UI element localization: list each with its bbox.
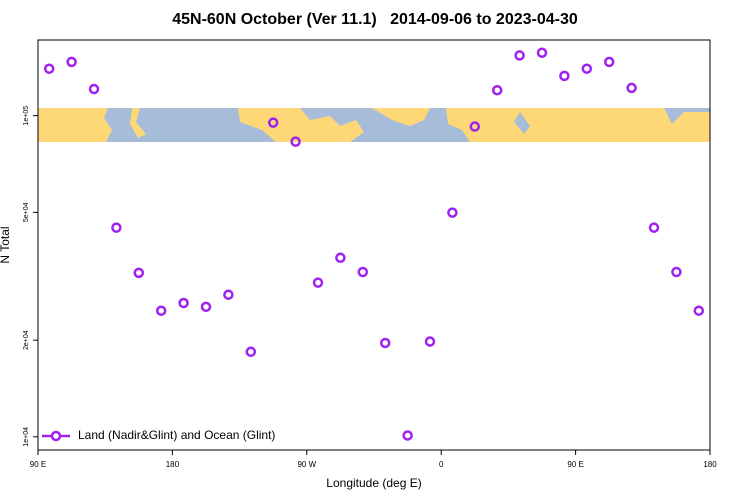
- data-point: [223, 289, 234, 300]
- y-tick-label: 5e+04: [23, 202, 30, 222]
- x-tick-label: 90 W: [297, 460, 316, 469]
- land: [130, 108, 146, 138]
- data-point: [312, 277, 324, 288]
- data-point: [648, 222, 660, 233]
- data-point: [559, 70, 570, 82]
- data-point: [133, 267, 145, 279]
- data-point: [335, 252, 346, 264]
- data-point: [536, 47, 548, 58]
- data-point: [581, 63, 593, 74]
- data-point: [424, 336, 436, 347]
- data-point: [693, 305, 705, 316]
- data-point: [66, 56, 77, 68]
- x-tick-label: 0: [439, 460, 444, 469]
- y-tick-label: 1e+05: [23, 106, 30, 126]
- land: [446, 108, 710, 142]
- map-band: [38, 108, 710, 142]
- data-point: [514, 50, 525, 61]
- data-point: [200, 301, 212, 313]
- data-point: [290, 136, 301, 147]
- x-tick-label: 180: [166, 460, 180, 469]
- data-point: [671, 266, 682, 278]
- data-point: [469, 121, 481, 132]
- data-point: [626, 82, 637, 94]
- data-point: [88, 83, 100, 95]
- data-point: [402, 430, 413, 441]
- sea: [514, 112, 530, 134]
- land: [372, 108, 430, 126]
- data-point: [245, 346, 257, 358]
- y-tick-label: 1e+04: [23, 427, 30, 447]
- data-point: [357, 266, 369, 278]
- data-point: [603, 56, 615, 68]
- land: [238, 108, 364, 142]
- x-tick-label: 90 E: [30, 460, 46, 469]
- legend-label: Land (Nadir&Glint) and Ocean (Glint): [78, 428, 275, 442]
- y-tick-label: 2e+04: [23, 330, 30, 350]
- data-point: [111, 222, 122, 233]
- land: [38, 108, 112, 142]
- x-tick-label: 90 E: [567, 460, 583, 469]
- data-point: [155, 305, 167, 316]
- chart-title: 45N-60N October (Ver 11.1) 2014-09-06 to…: [172, 11, 578, 28]
- data-point: [379, 337, 391, 349]
- legend-marker: [50, 430, 62, 442]
- plot-frame: [37, 39, 711, 451]
- x-tick-label: 180: [703, 460, 717, 469]
- data-point: [447, 207, 458, 218]
- data-point: [43, 63, 55, 74]
- data-point: [267, 117, 279, 128]
- y-axis-label: N Total: [0, 226, 12, 263]
- x-axis-label: Longitude (deg E): [326, 476, 421, 490]
- data-point: [491, 84, 503, 96]
- data-point: [178, 297, 189, 309]
